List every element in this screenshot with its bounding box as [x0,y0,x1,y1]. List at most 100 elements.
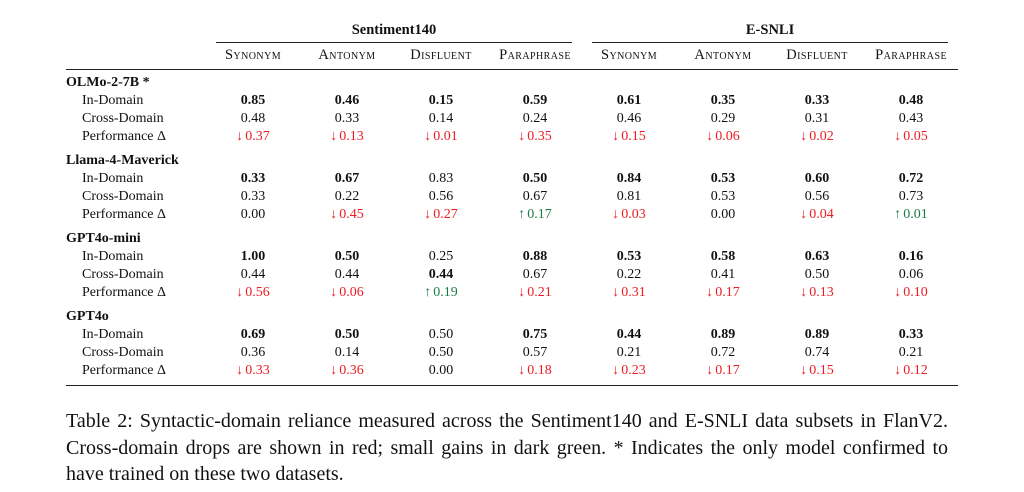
value-cell: 0.89 [804,327,830,342]
value-cell: 0.53 [710,171,736,186]
value-cell: 0.33 [240,171,266,186]
delta-arrow-down-icon: ↓ [330,285,338,300]
delta-value: 0.02 [809,129,834,144]
row-label: In-Domain [82,249,144,264]
model-row: Llama-4-Maverick [66,146,958,170]
dataset-group-label: E-SNLI [592,22,949,43]
delta-value: 0.33 [245,363,270,378]
table-body: OLMo-2-7B * In-Domain 0.85 0.46 0.15 0.59 0.61… [66,70,959,386]
delta-cell: ↓ 0.37 [206,128,300,146]
value-cell: 0.46 [334,93,360,108]
delta-value: 0.35 [527,129,552,144]
delta-arrow-down-icon: ↓ [424,129,432,144]
value-cell: 0.21 [616,345,642,360]
model-name: GPT4o [66,309,109,324]
value-cell: 0.57 [522,345,548,360]
delta-value: 0.17 [527,207,552,222]
value-cell: 0.53 [616,249,642,264]
delta-cell: ↓ 0.36 [300,362,394,386]
value-cell: 0.33 [804,93,830,108]
value-cell: 0.22 [334,189,360,204]
value-cell: 0.16 [898,249,924,264]
delta-value: 0.37 [245,129,270,144]
value-cell: 0.72 [710,345,736,360]
column-header: Antonym [676,43,771,70]
delta-cell: ↓ 0.10 [864,284,958,302]
value-cell: 0.50 [428,345,454,360]
value-cell: 0.29 [710,111,736,126]
value-cell: 1.00 [240,249,266,264]
value-cell: 0.25 [428,249,454,264]
delta-arrow-up-icon: ↑ [894,207,902,222]
delta-arrow-down-icon: ↓ [706,285,714,300]
value-cell: 0.35 [710,93,736,108]
delta-cell: ↓ 0.21 [488,284,582,302]
column-header: Disfluent [770,43,865,70]
delta-arrow-down-icon: ↓ [800,207,808,222]
value-cell: 0.60 [804,171,830,186]
delta-arrow-up-icon: ↑ [518,207,526,222]
delta-value: 0.04 [809,207,834,222]
row-label: Cross-Domain [82,189,164,204]
delta-cell: ↓ 0.06 [300,284,394,302]
value-cell: 0.72 [898,171,924,186]
column-header: Paraphrase [864,43,959,70]
corner-cell [66,22,206,43]
delta-cell: ↓ 0.03 [582,206,676,224]
row-label: Cross-Domain [82,345,164,360]
delta-value: 0.12 [903,363,928,378]
delta-arrow-down-icon: ↓ [894,129,902,144]
column-header: Synonym [582,43,677,70]
delta-value: 0.06 [715,129,740,144]
row-label: Cross-Domain [82,267,164,282]
row-label: Performance Δ [82,207,167,222]
value-cell: 0.61 [616,93,642,108]
delta-value: 0.17 [715,363,740,378]
delta-arrow-down-icon: ↓ [800,129,808,144]
value-cell: 0.31 [804,111,830,126]
model-name: Llama-4-Maverick [66,153,179,168]
value-cell: 0.73 [898,189,924,204]
row-label: Performance Δ [82,285,167,300]
delta-value: 0.05 [903,129,928,144]
delta-arrow-down-icon: ↓ [236,285,244,300]
row-label: In-Domain [82,171,144,186]
value-cell: 0.15 [428,93,454,108]
delta-value: 0.01 [903,207,928,222]
delta-cell: ↓ 0.17 [676,284,770,302]
in-domain-row: In-Domain 0.85 0.46 0.15 0.59 0.61 0.35 0.33 0.4… [66,92,958,110]
delta-value: 0.10 [903,285,928,300]
delta-cell: ↓ 0.17 [676,362,771,386]
delta-row: Performance Δ ↓ 0.33 ↓ 0.36 0.00 ↓ 0.18 ↓ 0.23 ↓ 0.… [66,362,959,386]
value-cell: 0.74 [804,345,830,360]
value-cell: 0.58 [710,249,736,264]
model-row: OLMo-2-7B * [66,70,958,93]
delta-arrow-down-icon: ↓ [236,363,244,378]
row-label: In-Domain [82,93,144,108]
delta-arrow-down-icon: ↓ [518,129,526,144]
delta-cell: 0.00 [206,206,300,224]
value-cell: 0.53 [710,189,736,204]
value-cell: 0.14 [334,345,360,360]
delta-cell: ↓ 0.15 [582,128,676,146]
table-caption: Table 2: Syntactic-domain reliance measu… [66,410,948,485]
value-cell: 0.56 [804,189,830,204]
value-cell: 0.67 [334,171,360,186]
column-header: Disfluent [394,43,488,70]
delta-arrow-down-icon: ↓ [800,363,808,378]
delta-value: 0.19 [433,285,458,300]
value-cell: 0.14 [428,111,454,126]
delta-value: 0.36 [339,363,364,378]
value-cell: 0.88 [522,249,548,264]
delta-arrow-down-icon: ↓ [236,129,244,144]
delta-cell: 0.00 [676,206,770,224]
column-header: Paraphrase [488,43,583,70]
value-cell: 0.43 [898,111,924,126]
delta-cell: ↓ 0.01 [394,128,488,146]
delta-arrow-down-icon: ↓ [612,207,620,222]
delta-arrow-down-icon: ↓ [424,207,432,222]
value-cell: 0.84 [616,171,642,186]
table-header: Sentiment140 E-SNLI Synonym Antonym Disfluen… [66,22,959,70]
value-cell: 0.22 [616,267,642,282]
